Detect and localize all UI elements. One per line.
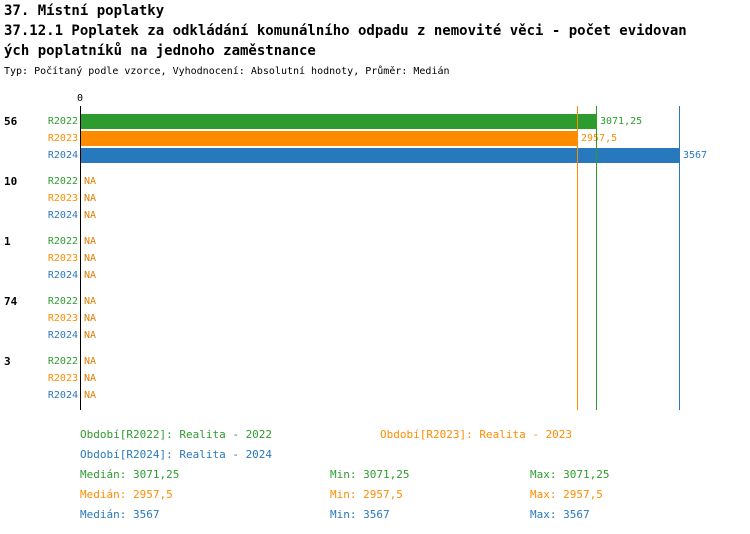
chart-subtitle-line2: ých poplatníků na jednoho zaměstnance [4,43,316,59]
page-title: 37. Místní poplatky [4,3,165,19]
group-label: 74 [4,295,18,308]
na-value-label: NA [84,253,97,264]
na-value-label: NA [84,373,97,384]
na-value-label: NA [84,330,97,341]
series-label: R2024 [47,270,78,281]
bar [81,148,679,163]
stat-min-r2023: Min: 2957,5 [330,488,403,501]
legend-item-r2024: Období[R2024]: Realita - 2024 [80,448,273,461]
na-value-label: NA [84,270,97,281]
series-label: R2024 [47,330,78,341]
x-axis-origin-label: 0 [76,93,84,104]
stat-median-r2022: Medián: 3071,25 [80,468,180,481]
na-value-label: NA [84,356,97,367]
series-label: R2023 [47,133,78,144]
series-label: R2023 [47,253,78,264]
series-label: R2024 [47,390,78,401]
series-label: R2022 [47,236,78,247]
stat-min-r2022: Min: 3071,25 [330,468,410,481]
series-label: R2024 [47,210,78,221]
chart-subtitle-line1: 37.12.1 Poplatek za odkládání komunálníh… [4,23,687,39]
group-label: 56 [4,115,18,128]
series-label: R2022 [47,356,78,367]
legend-item-r2022: Období[R2022]: Realita - 2022 [80,428,273,441]
group-label: 1 [4,235,11,248]
stat-max-r2022: Max: 3071,25 [530,468,610,481]
series-label: R2022 [47,116,78,127]
stat-max-r2023: Max: 2957,5 [530,488,603,501]
group-label: 3 [4,355,11,368]
na-value-label: NA [84,210,97,221]
series-label: R2022 [47,176,78,187]
stat-min-r2024: Min: 3567 [330,508,390,521]
na-value-label: NA [84,176,97,187]
na-value-label: NA [84,390,97,401]
series-label: R2024 [47,150,78,161]
chart-plot: 56 R2022 3071,25 R2023 2957,5 R2024 3567 10 R202… [4,106,708,410]
series-label: R2023 [47,373,78,384]
median-line-r2024 [679,106,680,410]
stat-max-r2024: Max: 3567 [530,508,590,521]
bar-value-label: 3567 [683,150,708,161]
stat-median-r2023: Medián: 2957,5 [80,488,173,501]
bar-value-label: 3071,25 [600,116,643,127]
chart-meta: Typ: Počítaný podle vzorce, Vyhodnocení:… [4,66,450,77]
series-label: R2022 [47,296,78,307]
na-value-label: NA [84,193,97,204]
legend-item-r2023: Období[R2023]: Realita - 2023 [380,428,573,441]
na-value-label: NA [84,313,97,324]
na-value-label: NA [84,296,97,307]
group-label: 10 [4,175,18,188]
na-value-label: NA [84,236,97,247]
bar-value-label: 2957,5 [581,133,618,144]
bar [81,131,577,146]
series-label: R2023 [47,313,78,324]
stat-median-r2024: Medián: 3567 [80,508,160,521]
series-label: R2023 [47,193,78,204]
bar [81,114,596,129]
